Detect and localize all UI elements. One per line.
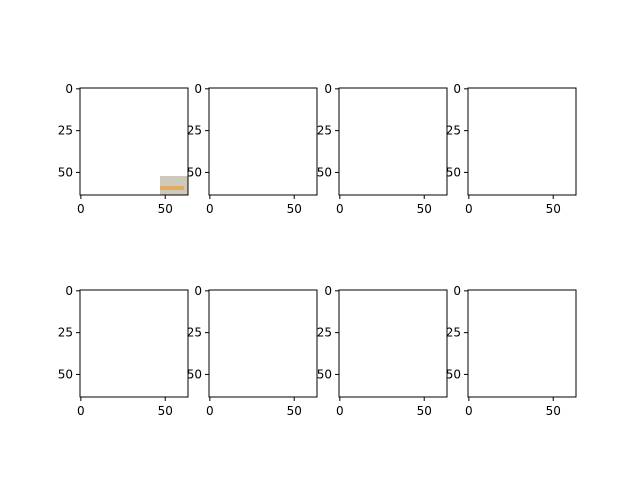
y-tick-label: 50 [58,367,73,381]
x-tick-label: 50 [546,404,561,418]
axes-frame [468,88,576,195]
y-tick-label: 25 [187,326,202,340]
x-tick-label: 50 [287,404,302,418]
subplot-0-0: 0 50 0 25 50 [58,82,188,216]
axes-frame [468,290,576,397]
y-tick-label: 25 [187,124,202,138]
panel-image-two-bread-loaves-on-red-tray [209,88,317,195]
x-tick-label: 50 [546,202,561,216]
x-tick-label: 50 [417,202,432,216]
panel-image-reconstruction-loaves [209,290,317,397]
panel-image-insect-on-concrete [468,88,576,195]
x-tick-label: 0 [206,404,214,418]
y-tick-label: 25 [58,124,73,138]
y-tick-label: 50 [187,367,202,381]
x-tick-label: 0 [77,404,85,418]
y-tick-label: 0 [324,82,332,96]
y-tick-label: 0 [453,82,461,96]
axes-frame [209,290,317,397]
panel-image-reconstruction-pipe [339,290,447,397]
panel-image-reconstruction-insect [468,290,576,397]
panel-image-stainless-steel-hinge [80,88,188,195]
y-tick-label: 50 [446,367,461,381]
y-tick-label: 0 [453,284,461,298]
subplot-0-1: 0 50 0 25 50 [187,82,317,216]
panel-image-metal-pipe-interior [339,84,453,195]
y-tick-label: 50 [187,165,202,179]
y-tick-label: 25 [317,326,332,340]
x-tick-label: 50 [417,404,432,418]
subplot-0-3: 0 50 0 25 50 [446,82,576,216]
x-tick-label: 0 [336,202,344,216]
y-tick-label: 25 [317,124,332,138]
x-tick-label: 50 [158,404,173,418]
y-tick-label: 50 [446,165,461,179]
y-tick-label: 25 [446,326,461,340]
y-tick-label: 0 [65,82,73,96]
x-tick-label: 0 [77,202,85,216]
x-tick-label: 0 [465,202,473,216]
axes-frame [80,290,188,397]
axes-frame [209,88,317,195]
subplot-1-0: 0 50 0 25 50 [58,284,188,418]
y-tick-label: 25 [58,326,73,340]
y-tick-label: 25 [446,124,461,138]
y-tick-label: 50 [317,165,332,179]
x-tick-label: 50 [287,202,302,216]
y-tick-label: 0 [65,284,73,298]
y-tick-label: 50 [317,367,332,381]
axes-frame [339,290,447,397]
subplot-1-2: 0 50 0 25 50 [317,284,447,418]
panel-image-reconstruction-hinge [80,290,188,397]
x-tick-label: 50 [158,202,173,216]
subplot-0-2: 0 50 0 25 50 [317,82,453,216]
y-tick-label: 0 [324,284,332,298]
y-tick-label: 0 [194,284,202,298]
x-tick-label: 0 [336,404,344,418]
axes-frame [339,88,447,195]
x-tick-label: 0 [206,202,214,216]
subplot-1-1: 0 50 0 25 50 [187,284,317,418]
subplot-1-3: 0 50 0 25 50 [446,284,576,418]
x-tick-label: 0 [465,404,473,418]
y-tick-label: 0 [194,82,202,96]
y-tick-label: 50 [58,165,73,179]
